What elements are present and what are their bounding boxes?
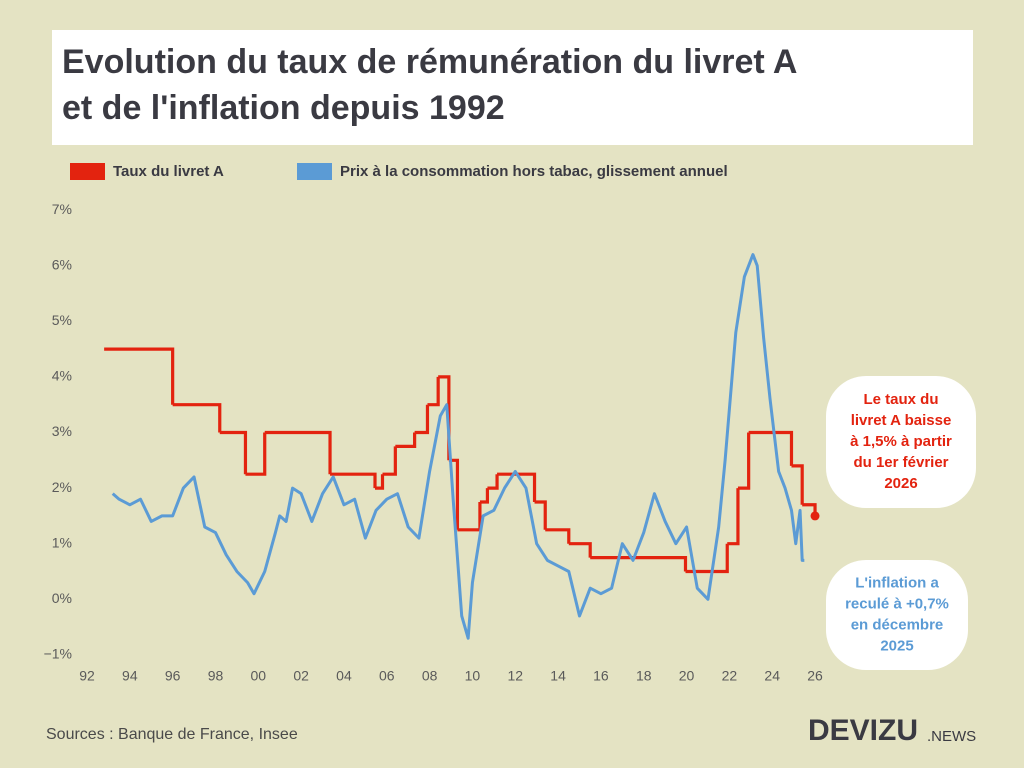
callout-box xyxy=(826,560,968,670)
brand-suffix: .NEWS xyxy=(927,728,976,745)
y-tick-label: −1% xyxy=(44,646,72,662)
y-tick-label: 5% xyxy=(52,312,72,328)
legend-label: Prix à la consommation hors tabac, gliss… xyxy=(340,163,728,180)
x-tick-label: 24 xyxy=(764,668,780,684)
x-tick-label: 96 xyxy=(165,668,181,684)
x-tick-label: 26 xyxy=(807,668,823,684)
x-tick-label: 98 xyxy=(208,668,224,684)
y-tick-label: 6% xyxy=(52,256,72,272)
step-segment xyxy=(172,403,222,433)
y-tick-label: 0% xyxy=(52,590,72,606)
x-tick-label: 04 xyxy=(336,668,352,684)
legend-label: Taux du livret A xyxy=(113,163,224,180)
x-tick-label: 20 xyxy=(679,668,695,684)
legend-swatch xyxy=(70,163,105,180)
legend-swatch xyxy=(297,163,332,180)
step-segment xyxy=(497,472,537,502)
step-segment xyxy=(245,432,267,476)
callout-text: à 1,5% à partir xyxy=(850,433,952,450)
callout-text: en décembre xyxy=(851,616,944,633)
x-tick-label: 14 xyxy=(550,668,566,684)
y-tick-label: 1% xyxy=(52,534,72,550)
chart-title: et de l'inflation depuis 1992 xyxy=(62,89,505,127)
callout-text: 2026 xyxy=(884,475,917,492)
callout-text: livret A baisse xyxy=(851,412,952,429)
step-segment xyxy=(737,432,751,490)
step-segment xyxy=(219,430,248,475)
x-tick-label: 22 xyxy=(722,668,738,684)
step-segment xyxy=(545,528,571,544)
y-tick-label: 7% xyxy=(52,201,72,217)
y-tick-label: 4% xyxy=(52,368,72,384)
callout-text: reculé à +0,7% xyxy=(845,595,949,612)
x-tick-label: 06 xyxy=(379,668,395,684)
step-segment xyxy=(748,430,794,466)
step-segment xyxy=(534,500,547,530)
callout-text: Le taux du xyxy=(863,391,938,408)
x-tick-label: 12 xyxy=(507,668,523,684)
step-segment xyxy=(727,488,740,546)
brand: DEVIZU xyxy=(808,714,918,747)
step-segment xyxy=(427,376,440,407)
step-segment xyxy=(457,501,482,532)
x-tick-label: 02 xyxy=(293,668,309,684)
x-tick-label: 92 xyxy=(79,668,95,684)
chart-title: Evolution du taux de rémunération du liv… xyxy=(62,43,797,81)
step-segment xyxy=(791,464,804,505)
x-tick-label: 00 xyxy=(251,668,267,684)
step-segment xyxy=(395,432,417,448)
y-tick-label: 2% xyxy=(52,479,72,495)
callout-text: L'inflation a xyxy=(855,574,939,591)
end-marker xyxy=(810,511,820,521)
callout-text: 2025 xyxy=(880,637,913,654)
step-segment xyxy=(568,542,592,558)
step-segment xyxy=(590,555,688,572)
step-segment xyxy=(414,404,430,435)
x-tick-label: 16 xyxy=(593,668,609,684)
step-segment xyxy=(685,543,729,574)
title-box xyxy=(52,30,973,145)
x-tick-label: 18 xyxy=(636,668,652,684)
step-segment xyxy=(264,430,332,475)
y-tick-label: 3% xyxy=(52,423,72,439)
line xyxy=(111,253,805,640)
x-tick-label: 94 xyxy=(122,668,138,684)
step-segment xyxy=(382,446,397,476)
callout-text: du 1er février xyxy=(853,454,948,471)
step-segment xyxy=(479,488,490,504)
step-segment xyxy=(330,472,377,489)
source: Sources : Banque de France, Insee xyxy=(46,726,298,743)
x-tick-label: 10 xyxy=(465,668,481,684)
x-tick-label: 08 xyxy=(422,668,438,684)
step-segment xyxy=(104,347,175,405)
step-segment xyxy=(487,474,499,490)
callout-box xyxy=(826,376,976,508)
step-segment xyxy=(375,474,385,490)
